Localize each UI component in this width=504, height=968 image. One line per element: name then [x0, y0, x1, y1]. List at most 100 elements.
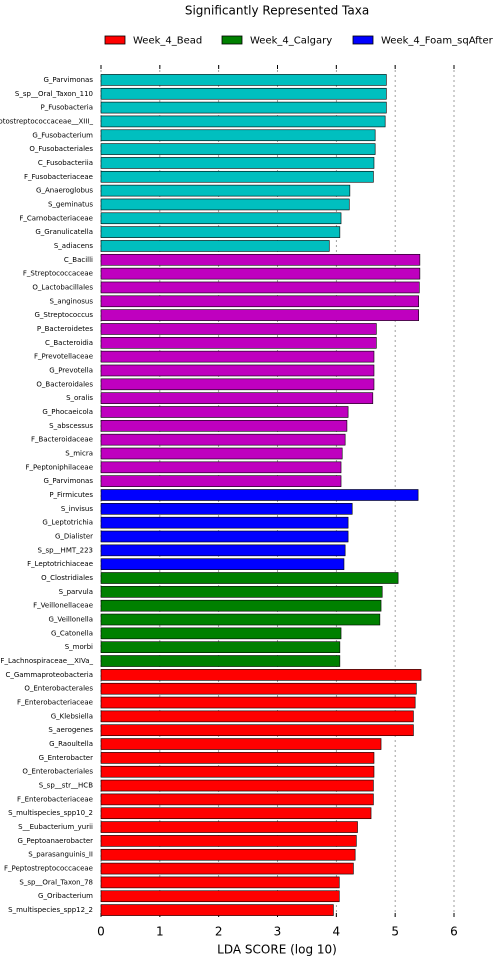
y-tick-label: G_Prevotella [49, 366, 93, 374]
bar [100, 406, 349, 418]
bar [100, 447, 343, 460]
legend-label: Week_4_Bead [133, 36, 202, 47]
bar [100, 807, 372, 820]
y-tick-label: O_Fusobacteriales [29, 145, 93, 153]
y-tick-label: S_sp__Oral_Taxon_110 [15, 90, 93, 98]
y-tick-label: F_Enterobacteriaceae [17, 795, 93, 803]
y-tick-label: F_Peptostreptococcaceae [4, 865, 93, 873]
y-tick-label: S_micra [65, 449, 93, 457]
bar [100, 696, 416, 709]
bar [100, 267, 421, 280]
bar [100, 682, 417, 695]
y-tick-label: P_Bacteroidetes [37, 325, 93, 333]
bar [100, 240, 330, 252]
y-tick-label: G_Parvimonas [43, 76, 93, 84]
x-tick-label: 1 [156, 925, 164, 939]
legend-swatch [221, 35, 243, 45]
bar [100, 779, 374, 792]
x-tick-label: 5 [391, 925, 399, 939]
bar [100, 295, 420, 308]
y-tick-label: G_Peptoanaerobacter [17, 837, 93, 845]
y-tick-label: G_Raoultella [49, 740, 93, 748]
y-tick-label: S_morbi [65, 643, 93, 651]
bar [100, 184, 351, 197]
y-tick-label: G_Leptotrichia [42, 519, 93, 527]
bar [100, 544, 346, 557]
bar [100, 198, 350, 211]
y-tick-label: G_Veillonella [48, 616, 93, 624]
y-tick-label: S_geminatus [48, 200, 93, 208]
y-tick-label: S_invisus [61, 505, 93, 513]
bar [100, 212, 342, 225]
bar [100, 129, 376, 142]
bar [100, 323, 377, 335]
bar [100, 461, 342, 474]
y-tick-label: eptostreptococcaceae__XIII_ [0, 117, 93, 125]
y-tick-label: S_multispecies_spp12_2 [8, 906, 93, 914]
y-tick-label: S_multispecies_spp10_2 [8, 809, 93, 817]
y-tick-label: F_Fusobacteriaceae [24, 173, 93, 181]
bar [100, 724, 414, 737]
bar [100, 503, 353, 515]
y-tick-label: C_Bacteroidia [45, 339, 93, 347]
legend-label: Week_4_Calgary [250, 36, 332, 47]
legend-swatch [104, 35, 126, 45]
bar [100, 641, 341, 653]
y-tick-label: G_Dialister [55, 533, 93, 541]
bar [100, 516, 349, 529]
bar [100, 87, 387, 100]
bar [100, 253, 421, 266]
y-tick-label: G_Oribacterium [38, 892, 93, 900]
legend-label: Week_4_Foam_sqAfter [381, 36, 494, 47]
bar [100, 364, 375, 377]
bar [100, 157, 375, 169]
y-tick-label: S_anginosus [49, 297, 93, 305]
bar [100, 475, 342, 487]
bar [100, 752, 375, 764]
y-tick-label: F_Peptoniphilaceae [26, 463, 93, 471]
bar [100, 143, 376, 155]
bar [100, 558, 345, 570]
y-tick-label: S_sp__Oral_Taxon_78 [19, 878, 93, 886]
bar [100, 765, 375, 778]
bar [100, 627, 342, 640]
bar [100, 821, 358, 833]
y-tick-label: G_Anaeroglobus [36, 187, 93, 195]
bar [100, 74, 387, 86]
bar [100, 309, 420, 321]
y-tick-label: O_Enterobacteriales [22, 768, 93, 776]
y-tick-label: F_Enterobacteriaceae [17, 699, 93, 707]
y-tick-label: S_adiacens [54, 242, 94, 250]
y-tick-label: G_Streptococcus [34, 311, 93, 319]
y-tick-label: F_Veillonellaceae [33, 602, 93, 610]
y-tick-label: G_Parvimonas [43, 477, 93, 485]
bar [100, 433, 346, 446]
bar [100, 420, 348, 432]
bar [100, 572, 399, 584]
y-tick-label: F_Streptococcaceae [23, 270, 93, 278]
bar [100, 655, 341, 667]
y-tick-label: G_Enterobacter [39, 754, 93, 762]
y-tick-label: F_Lachnospiraceae__XIVa_ [0, 657, 93, 665]
x-tick-label: 2 [215, 925, 223, 939]
y-tick-label: G_Fusobacterium [32, 131, 93, 139]
y-tick-label: O_Clostridiales [41, 574, 93, 582]
bar [100, 350, 375, 363]
y-tick-label: P_Firmicutes [49, 491, 93, 499]
bar [100, 378, 375, 391]
x-tick-label: 4 [333, 925, 341, 939]
bar [100, 738, 382, 750]
y-tick-label: G_Klebsiella [51, 712, 93, 720]
y-tick-label: S_parasanguinis_II [28, 851, 93, 859]
x-axis-label: LDA SCORE (log 10) [217, 943, 337, 957]
bar [100, 669, 422, 681]
bar [100, 876, 340, 889]
y-tick-label: F_Carnobacteriaceae [19, 214, 93, 222]
bar [100, 226, 341, 238]
y-tick-label: F_Leptotrichiaceae [27, 560, 93, 568]
y-tick-label: G_Phocaeicola [42, 408, 93, 416]
bar [100, 710, 414, 723]
y-tick-label: S_sp__HMT_223 [38, 546, 93, 554]
bar [100, 848, 356, 861]
